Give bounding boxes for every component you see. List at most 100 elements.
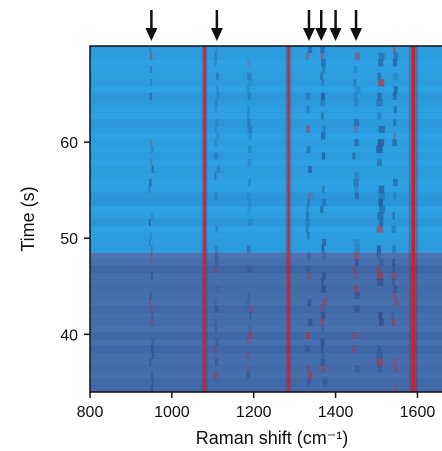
weak-band-segment [148,358,152,366]
weak-band-segment [378,52,385,60]
heatmap-time-row [90,245,442,253]
weak-band-segment [247,265,252,273]
weak-band-segment [150,258,153,266]
heatmap-time-row [90,105,442,113]
weak-band-segment [392,265,396,273]
weak-band-segment [320,132,326,140]
weak-band-segment [392,245,397,253]
weak-band-segment [321,245,325,253]
heatmap-time-row [90,113,442,120]
heatmap-time-row [90,345,442,353]
heatmap-time-row [90,92,442,100]
weak-band-segment [391,312,395,320]
weak-band-segment [214,265,217,273]
weak-band-segment [247,112,250,120]
weak-band-segment [379,258,384,266]
weak-band-segment [305,219,310,227]
x-axis-label: Raman shift (cm⁻¹) [196,428,349,448]
weak-band-segment [352,332,358,340]
weak-band-segment [247,292,251,300]
weak-band-segment [149,52,153,60]
heatmap-time-row [90,332,442,340]
weak-band-segment [376,159,383,167]
weak-band-segment [354,99,359,107]
weak-band-segment [354,192,360,200]
weak-band-segment [320,99,326,107]
weak-band-segment [149,65,153,74]
weak-band-segment [246,245,251,253]
heatmap-time-row [90,165,442,173]
heatmap-time-row [90,272,442,280]
arrow-marker-icon [145,10,158,41]
weak-band-segment [320,318,324,326]
weak-band-segment [353,272,359,280]
weak-band-segment [305,212,310,220]
weak-band-segment [214,298,217,306]
weak-band-segment [216,285,220,293]
weak-band-segment [306,199,311,207]
weak-band-segment [306,125,310,133]
weak-band-segment [321,285,326,293]
weak-band-segment [151,352,155,360]
weak-band-segment [306,105,310,113]
weak-band-segment [149,139,152,147]
weak-band-segment [149,46,152,54]
weak-band-segment [322,125,326,133]
weak-band-segment [214,125,218,133]
weak-band-segment [354,172,359,180]
weak-band-segment [214,192,218,200]
weak-band-segment [308,46,313,54]
weak-band-segment [377,92,382,100]
weak-band-segment [150,345,154,353]
arrow-marker-icon [350,10,363,41]
weak-band-segment [215,119,220,127]
heatmap-time-row [90,219,442,227]
weak-band-segment [151,165,154,173]
weak-band-segment [249,305,254,313]
weak-band-segment [320,46,325,54]
heatmap-time-row [90,72,442,80]
weak-band-segment [353,179,359,187]
weak-band-segment [353,92,358,100]
weak-band-segment [391,225,396,233]
weak-band-segment [354,285,358,293]
heatmap-time-row [90,365,442,373]
weak-band-segment [377,139,385,147]
weak-band-segment [322,199,327,207]
weak-band-segment [321,352,325,360]
arrow-marker-icon [315,10,328,41]
heatmap-lower-block [90,252,442,392]
weak-band-segment [354,292,360,300]
heatmap-time-row [90,52,442,60]
weak-band-segment [393,52,399,60]
weak-band-segment [392,139,398,147]
weak-band-segment [213,318,217,326]
weak-band-segment [246,338,250,346]
weak-band-segment [321,278,324,286]
heatmap-time-row [90,252,442,259]
x-tick-label: 1400 [318,404,354,421]
weak-band-segment [248,179,251,187]
weak-band-segment [150,145,154,153]
weak-band-segment [305,332,310,340]
heatmap-time-row [90,139,442,147]
weak-band-segment [149,79,152,87]
weak-band-segment [393,132,397,140]
weak-band-segment [379,318,384,326]
weak-band-segment [216,165,221,173]
weak-band-segment [150,305,153,313]
y-tick-label: 40 [60,327,78,344]
heatmap-time-row [90,305,442,313]
weak-band-segment [151,338,155,346]
weak-band-segment [393,85,398,93]
weak-band-segment [322,298,328,306]
weak-band-segment [214,325,218,333]
weak-band-segment [247,59,251,67]
weak-band-segment [307,272,312,280]
heatmap-time-row [90,292,442,300]
weak-band-segment [378,192,385,200]
x-tick-label: 1600 [400,404,436,421]
arrow-marker-icon [210,10,223,41]
weak-band-segment [377,79,385,87]
weak-band-segment [394,298,399,306]
